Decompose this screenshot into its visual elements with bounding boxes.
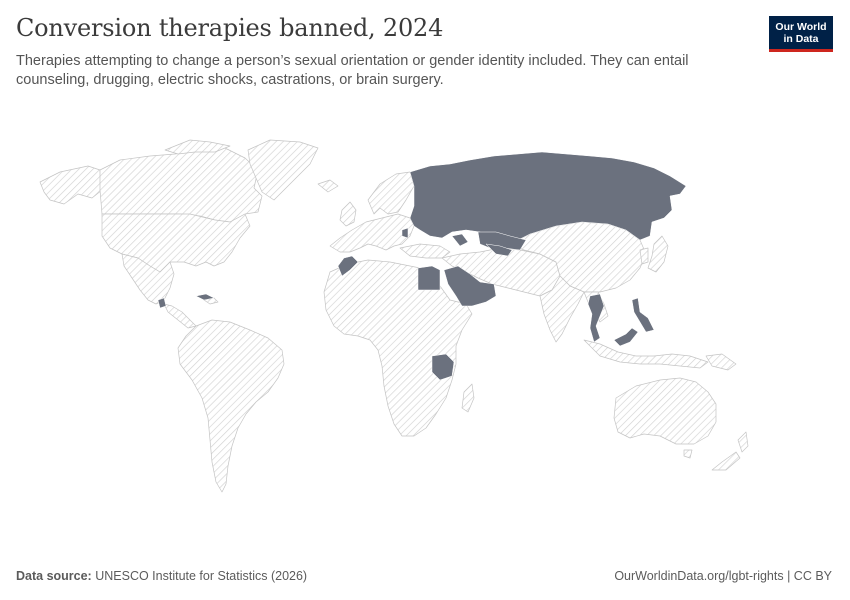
chart-title: Conversion therapies banned, 2024 (16, 14, 444, 42)
region-iceland[interactable] (317, 179, 339, 193)
footer-separator: | (783, 569, 794, 583)
region-guatemala[interactable] (157, 297, 167, 309)
region-malaysia[interactable] (613, 327, 639, 347)
region-indonesia[interactable] (583, 339, 709, 369)
region-europe[interactable] (329, 213, 415, 253)
region-central-america[interactable] (163, 303, 197, 329)
region-cuba[interactable] (195, 293, 215, 301)
region-russia[interactable] (409, 151, 687, 245)
region-caucasus[interactable] (451, 233, 469, 247)
license-link[interactable]: CC BY (793, 569, 832, 583)
owid-logo[interactable]: Our World in Data (769, 16, 833, 52)
data-source-label: Data source: (16, 569, 92, 583)
region-png[interactable] (705, 353, 737, 371)
region-india[interactable] (539, 275, 585, 343)
region-mexico[interactable] (121, 253, 175, 305)
region-new-zealand[interactable] (737, 431, 749, 453)
region-moldova[interactable] (401, 227, 409, 239)
region-arabia[interactable] (443, 265, 497, 307)
region-korea[interactable] (639, 247, 649, 265)
region-madagascar[interactable] (461, 383, 475, 413)
region-alaska[interactable] (39, 165, 103, 205)
region-uk[interactable] (339, 201, 357, 227)
region-arctic-islands[interactable] (164, 139, 231, 155)
region-turkey[interactable] (399, 243, 451, 259)
logo-line-1: Our World (775, 21, 827, 33)
region-egypt[interactable] (417, 265, 441, 291)
source-url-link[interactable]: OurWorldinData.org/lgbt-rights (614, 569, 784, 583)
region-japan[interactable] (647, 235, 669, 273)
world-map[interactable] (0, 130, 850, 500)
data-source: Data source: UNESCO Institute for Statis… (16, 569, 307, 583)
region-canada[interactable] (99, 147, 263, 223)
region-australia[interactable] (613, 377, 717, 445)
footer-links: OurWorldinData.org/lgbt-rights | CC BY (614, 569, 832, 583)
region-tanzania[interactable] (431, 353, 455, 381)
data-source-text: UNESCO Institute for Statistics (2026) (95, 569, 308, 583)
region-thailand[interactable] (587, 293, 605, 343)
banned-countries (157, 151, 687, 381)
region-scandinavia[interactable] (367, 171, 415, 215)
region-morocco[interactable] (337, 255, 359, 277)
region-tasmania[interactable] (683, 449, 693, 459)
chart-subtitle: Therapies attempting to change a person’… (16, 53, 689, 88)
region-south-america[interactable] (177, 319, 285, 493)
logo-line-2: in Data (783, 33, 819, 45)
region-greenland[interactable] (247, 139, 319, 201)
no-data-countries (39, 139, 749, 493)
region-new-zealand-south[interactable] (711, 451, 741, 471)
region-philippines[interactable] (631, 297, 655, 333)
region-uzbekistan[interactable] (485, 243, 513, 257)
